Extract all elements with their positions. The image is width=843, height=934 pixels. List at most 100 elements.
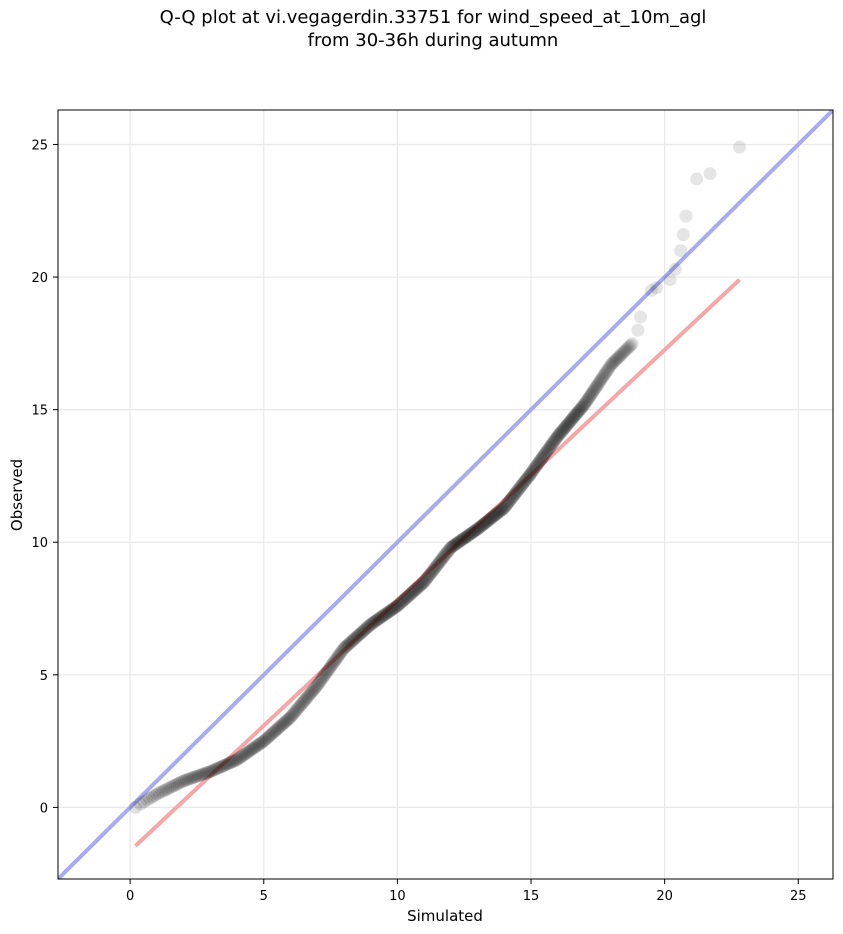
data-point xyxy=(281,712,295,726)
data-point xyxy=(366,616,380,630)
data-point xyxy=(589,381,603,395)
data-point xyxy=(399,591,413,605)
data-point xyxy=(529,460,543,474)
data-point xyxy=(353,627,367,641)
data-point xyxy=(381,605,395,619)
data-point xyxy=(389,600,403,614)
data-point xyxy=(593,375,607,389)
data-point xyxy=(232,751,246,765)
data-point xyxy=(254,736,268,750)
data-point xyxy=(251,738,265,752)
data-point xyxy=(621,341,635,355)
data-point xyxy=(398,592,412,606)
data-point-tail-9 xyxy=(690,172,704,186)
axis-ticks: 0 5 10 15 20 25 0 5 10 15 20 25 xyxy=(31,138,806,904)
data-point xyxy=(357,623,371,637)
data-point xyxy=(430,558,444,572)
data-point xyxy=(252,737,266,751)
data-point xyxy=(188,770,202,784)
data-point xyxy=(174,775,188,789)
data-point xyxy=(383,604,397,618)
data-point xyxy=(183,772,197,786)
data-point xyxy=(543,440,557,454)
data-point xyxy=(239,746,253,760)
data-point xyxy=(274,719,288,733)
data-point xyxy=(137,795,151,809)
data-point xyxy=(446,539,460,553)
data-point xyxy=(480,515,494,529)
data-point xyxy=(466,525,480,539)
data-point xyxy=(390,599,404,613)
data-point xyxy=(576,399,590,413)
chart-title-line-1: Q-Q plot at vi.vegagerdin.33751 for wind… xyxy=(159,7,707,28)
y-tick-label-0: 0 xyxy=(40,801,48,816)
data-point xyxy=(447,538,461,552)
data-point xyxy=(228,753,242,767)
data-point xyxy=(606,356,620,370)
data-point-tail-6 xyxy=(674,244,688,258)
data-point xyxy=(208,762,222,776)
data-point xyxy=(541,443,555,457)
data-point xyxy=(584,388,598,402)
data-point xyxy=(157,784,171,798)
data-point xyxy=(359,621,373,635)
data-point xyxy=(568,409,582,423)
data-point xyxy=(449,537,463,551)
data-point xyxy=(465,526,479,540)
data-point xyxy=(571,405,585,419)
data-point xyxy=(608,354,622,368)
data-point xyxy=(319,666,333,680)
data-point xyxy=(510,485,524,499)
x-tick-label-3: 15 xyxy=(523,889,540,904)
data-point xyxy=(454,533,468,547)
data-point xyxy=(414,578,428,592)
data-point xyxy=(603,359,617,373)
data-point xyxy=(597,368,611,382)
data-point xyxy=(391,598,405,612)
data-point xyxy=(482,513,496,527)
data-point xyxy=(426,563,440,577)
data-point xyxy=(176,774,190,788)
data-point xyxy=(211,761,225,775)
data-point xyxy=(581,392,595,406)
data-point xyxy=(499,499,513,513)
data-point xyxy=(472,521,486,535)
data-point xyxy=(283,710,297,724)
data-point xyxy=(507,488,521,502)
data-point xyxy=(617,344,631,358)
data-point xyxy=(445,540,459,554)
data-point xyxy=(409,582,423,596)
data-point xyxy=(610,352,624,366)
data-point xyxy=(531,456,545,470)
data-point xyxy=(474,519,488,533)
data-point xyxy=(573,402,587,416)
data-point xyxy=(385,603,399,617)
data-point xyxy=(417,575,431,589)
data-point xyxy=(498,500,512,514)
data-point xyxy=(569,407,583,421)
data-point xyxy=(514,479,528,493)
data-point xyxy=(554,425,568,439)
data-point xyxy=(400,590,414,604)
data-point xyxy=(453,534,467,548)
data-point xyxy=(376,609,390,623)
data-point xyxy=(326,657,340,671)
data-point xyxy=(527,462,541,476)
data-point xyxy=(481,514,495,528)
data-point xyxy=(298,693,312,707)
data-point xyxy=(402,588,416,602)
data-point xyxy=(548,433,562,447)
data-point xyxy=(393,596,407,610)
data-point xyxy=(303,687,317,701)
data-point xyxy=(217,758,231,772)
data-point xyxy=(423,568,437,582)
data-point xyxy=(150,787,164,801)
data-point xyxy=(305,685,319,699)
data-point xyxy=(226,755,240,769)
data-point xyxy=(347,633,361,647)
data-point xyxy=(508,487,522,501)
data-point xyxy=(467,524,481,538)
data-point xyxy=(446,539,460,553)
data-point xyxy=(204,764,218,778)
data-point xyxy=(198,767,212,781)
